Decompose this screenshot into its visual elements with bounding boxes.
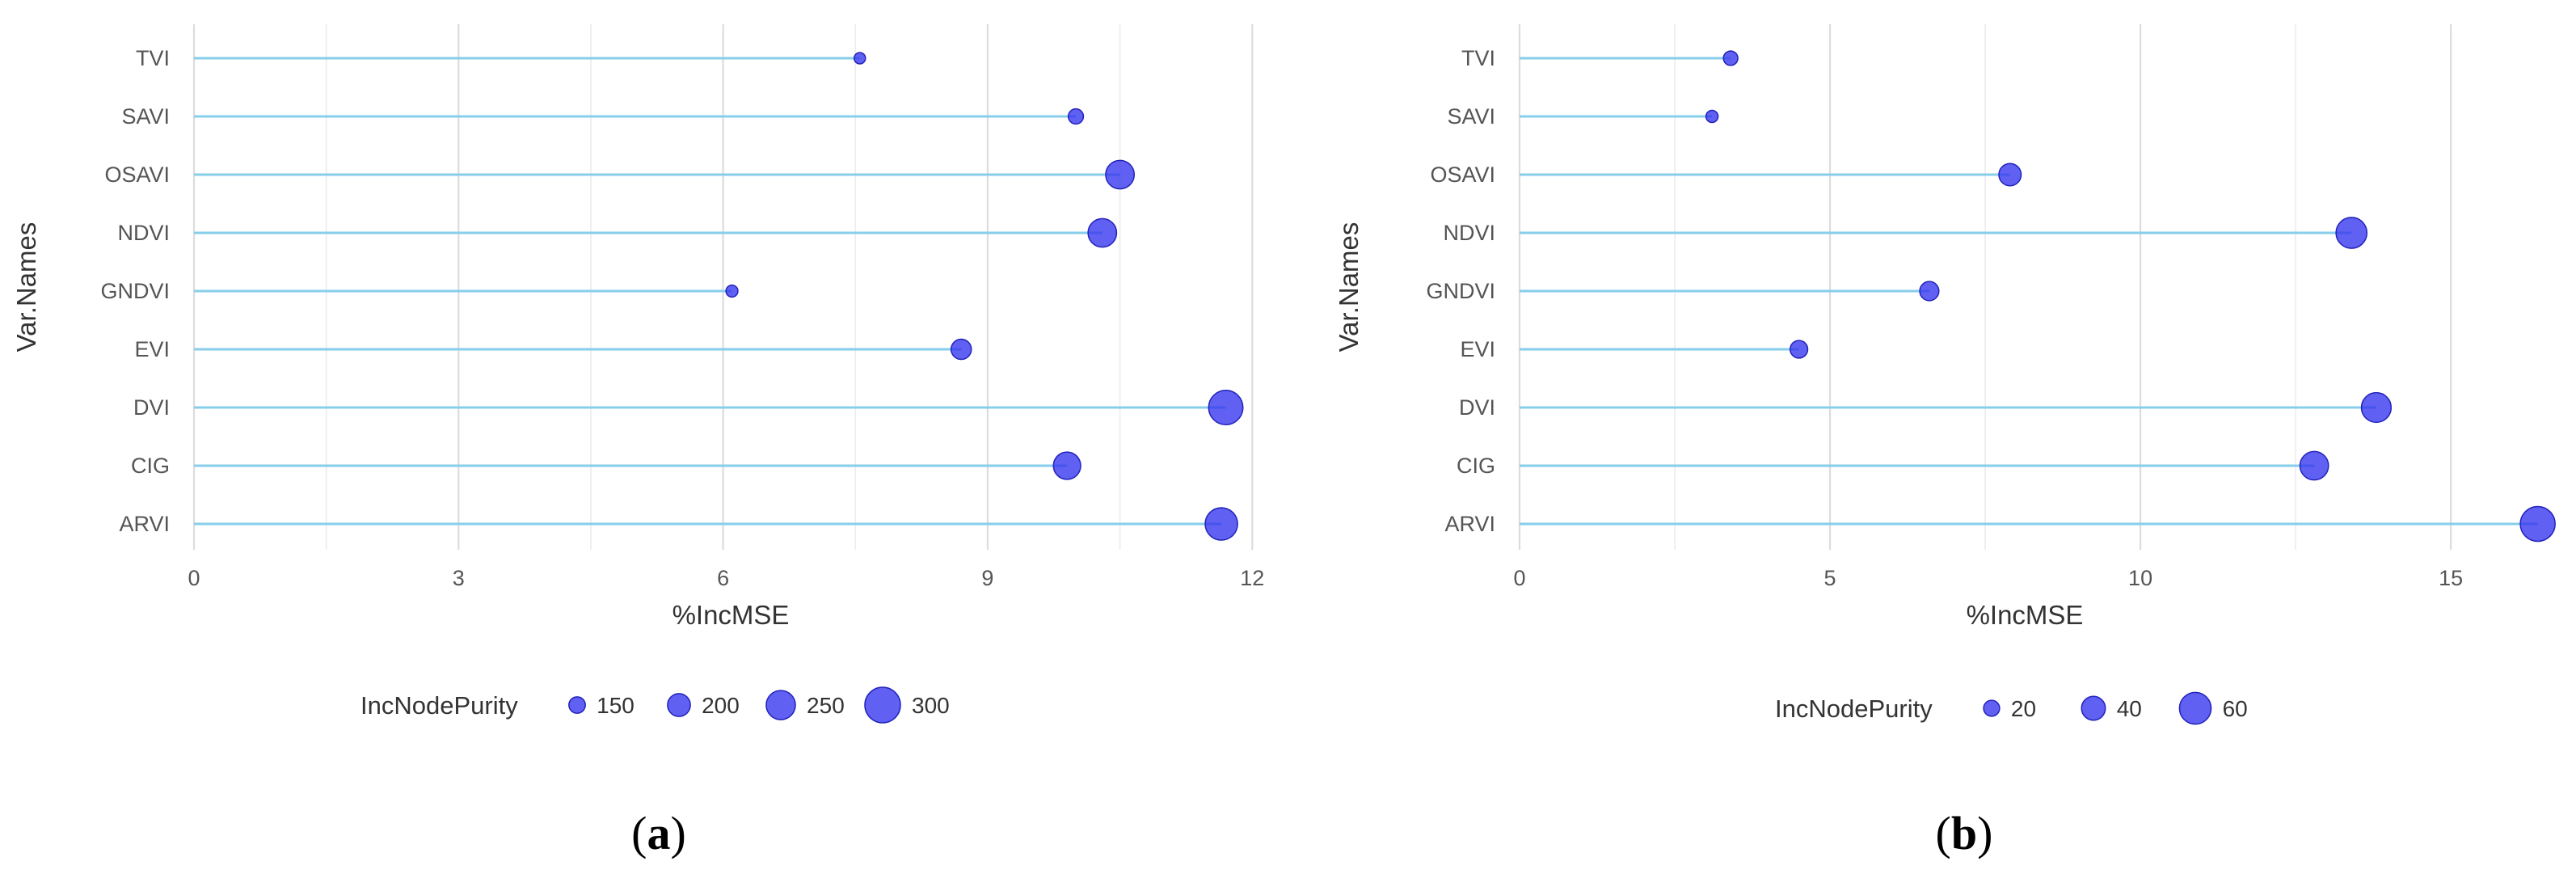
y-tick-label: CIG	[1457, 454, 1495, 478]
legend-key	[2081, 695, 2106, 721]
legend-label: 20	[2011, 696, 2036, 721]
x-tick-label: 15	[2439, 566, 2463, 590]
data-point	[2335, 217, 2368, 249]
legend-label: 200	[702, 693, 740, 718]
legend-label: 250	[807, 693, 845, 718]
panel-caption: (a)	[631, 807, 686, 859]
y-axis-title: Var.Names	[1334, 222, 1364, 353]
data-point	[725, 284, 739, 298]
y-tick-label: NDVI	[117, 221, 170, 245]
y-tick-label: DVI	[1459, 395, 1495, 420]
x-tick-label: 0	[1513, 566, 1525, 590]
x-tick-label: 10	[2128, 566, 2152, 590]
data-point	[1204, 507, 1238, 541]
panel-letter: a	[647, 807, 671, 859]
y-tick-label: ARVI	[1444, 512, 1495, 536]
data-point	[1705, 109, 1719, 124]
legend: IncNodePurity 20 40 60	[1775, 691, 2248, 725]
y-tick-label: EVI	[134, 337, 170, 361]
legend-key	[765, 690, 796, 720]
x-tick-label: 12	[1240, 566, 1264, 590]
legend-key	[568, 696, 586, 714]
data-point	[1087, 217, 1118, 248]
data-point	[1052, 451, 1081, 480]
data-point	[950, 338, 972, 361]
panel-caption: (b)	[1936, 807, 1993, 859]
data-point	[1722, 50, 1739, 66]
x-axis-title: %IncMSE	[1967, 600, 2084, 630]
y-tick-label: NDVI	[1443, 221, 1495, 245]
legend-title: IncNodePurity	[1775, 695, 1933, 723]
y-axis-title: Var.Names	[11, 222, 41, 353]
legend: IncNodePurity 150 200 250 300	[360, 686, 950, 724]
y-tick-label: GNDVI	[100, 279, 170, 303]
data-point	[2360, 391, 2393, 424]
data-point	[1208, 390, 1244, 425]
y-tick-label: DVI	[133, 395, 170, 420]
x-tick-label: 6	[717, 566, 729, 590]
legend-key	[667, 693, 691, 717]
panel-a: 0 3 6 9 12 TVI SAVI OSAVI NDVI GNDVI EVI DVI CIG ARVI…	[11, 24, 1264, 859]
x-tick-label: 5	[1824, 566, 1836, 590]
data-point	[2519, 505, 2556, 543]
y-tick-label: ARVI	[119, 512, 170, 536]
y-tick-label: SAVI	[121, 104, 170, 129]
y-tick-label: GNDVI	[1426, 279, 1495, 303]
y-tick-label: TVI	[136, 46, 170, 70]
x-tick-label: 0	[188, 566, 200, 590]
y-tick-label: OSAVI	[1430, 163, 1495, 187]
legend-label: 300	[912, 693, 950, 718]
x-tick-label: 3	[453, 566, 465, 590]
data-point	[1067, 108, 1085, 125]
y-tick-label: CIG	[131, 454, 170, 478]
panel-b: 0 5 10 15 TVI SAVI OSAVI NDVI GNDVI EVI DVI CIG ARVI…	[1334, 24, 2556, 859]
y-tick-label: TVI	[1461, 46, 1495, 70]
data-point	[1790, 340, 1809, 359]
data-point	[1998, 163, 2022, 187]
data-point	[2299, 450, 2329, 481]
legend-title: IncNodePurity	[360, 691, 518, 720]
y-tick-label: OSAVI	[104, 163, 170, 187]
legend-key	[2178, 691, 2212, 725]
x-axis-title: %IncMSE	[672, 600, 790, 630]
legend-key	[864, 686, 901, 724]
panel-letter: b	[1951, 807, 1977, 859]
y-tick-label: EVI	[1460, 337, 1495, 361]
legend-key	[1983, 699, 2001, 717]
legend-label: 40	[2117, 696, 2142, 721]
data-point	[1105, 159, 1136, 190]
data-point	[853, 52, 866, 65]
legend-label: 60	[2223, 696, 2248, 721]
x-tick-label: 9	[981, 566, 993, 590]
legend-label: 150	[597, 693, 635, 718]
y-tick-label: SAVI	[1447, 104, 1495, 129]
data-point	[1919, 281, 1940, 302]
